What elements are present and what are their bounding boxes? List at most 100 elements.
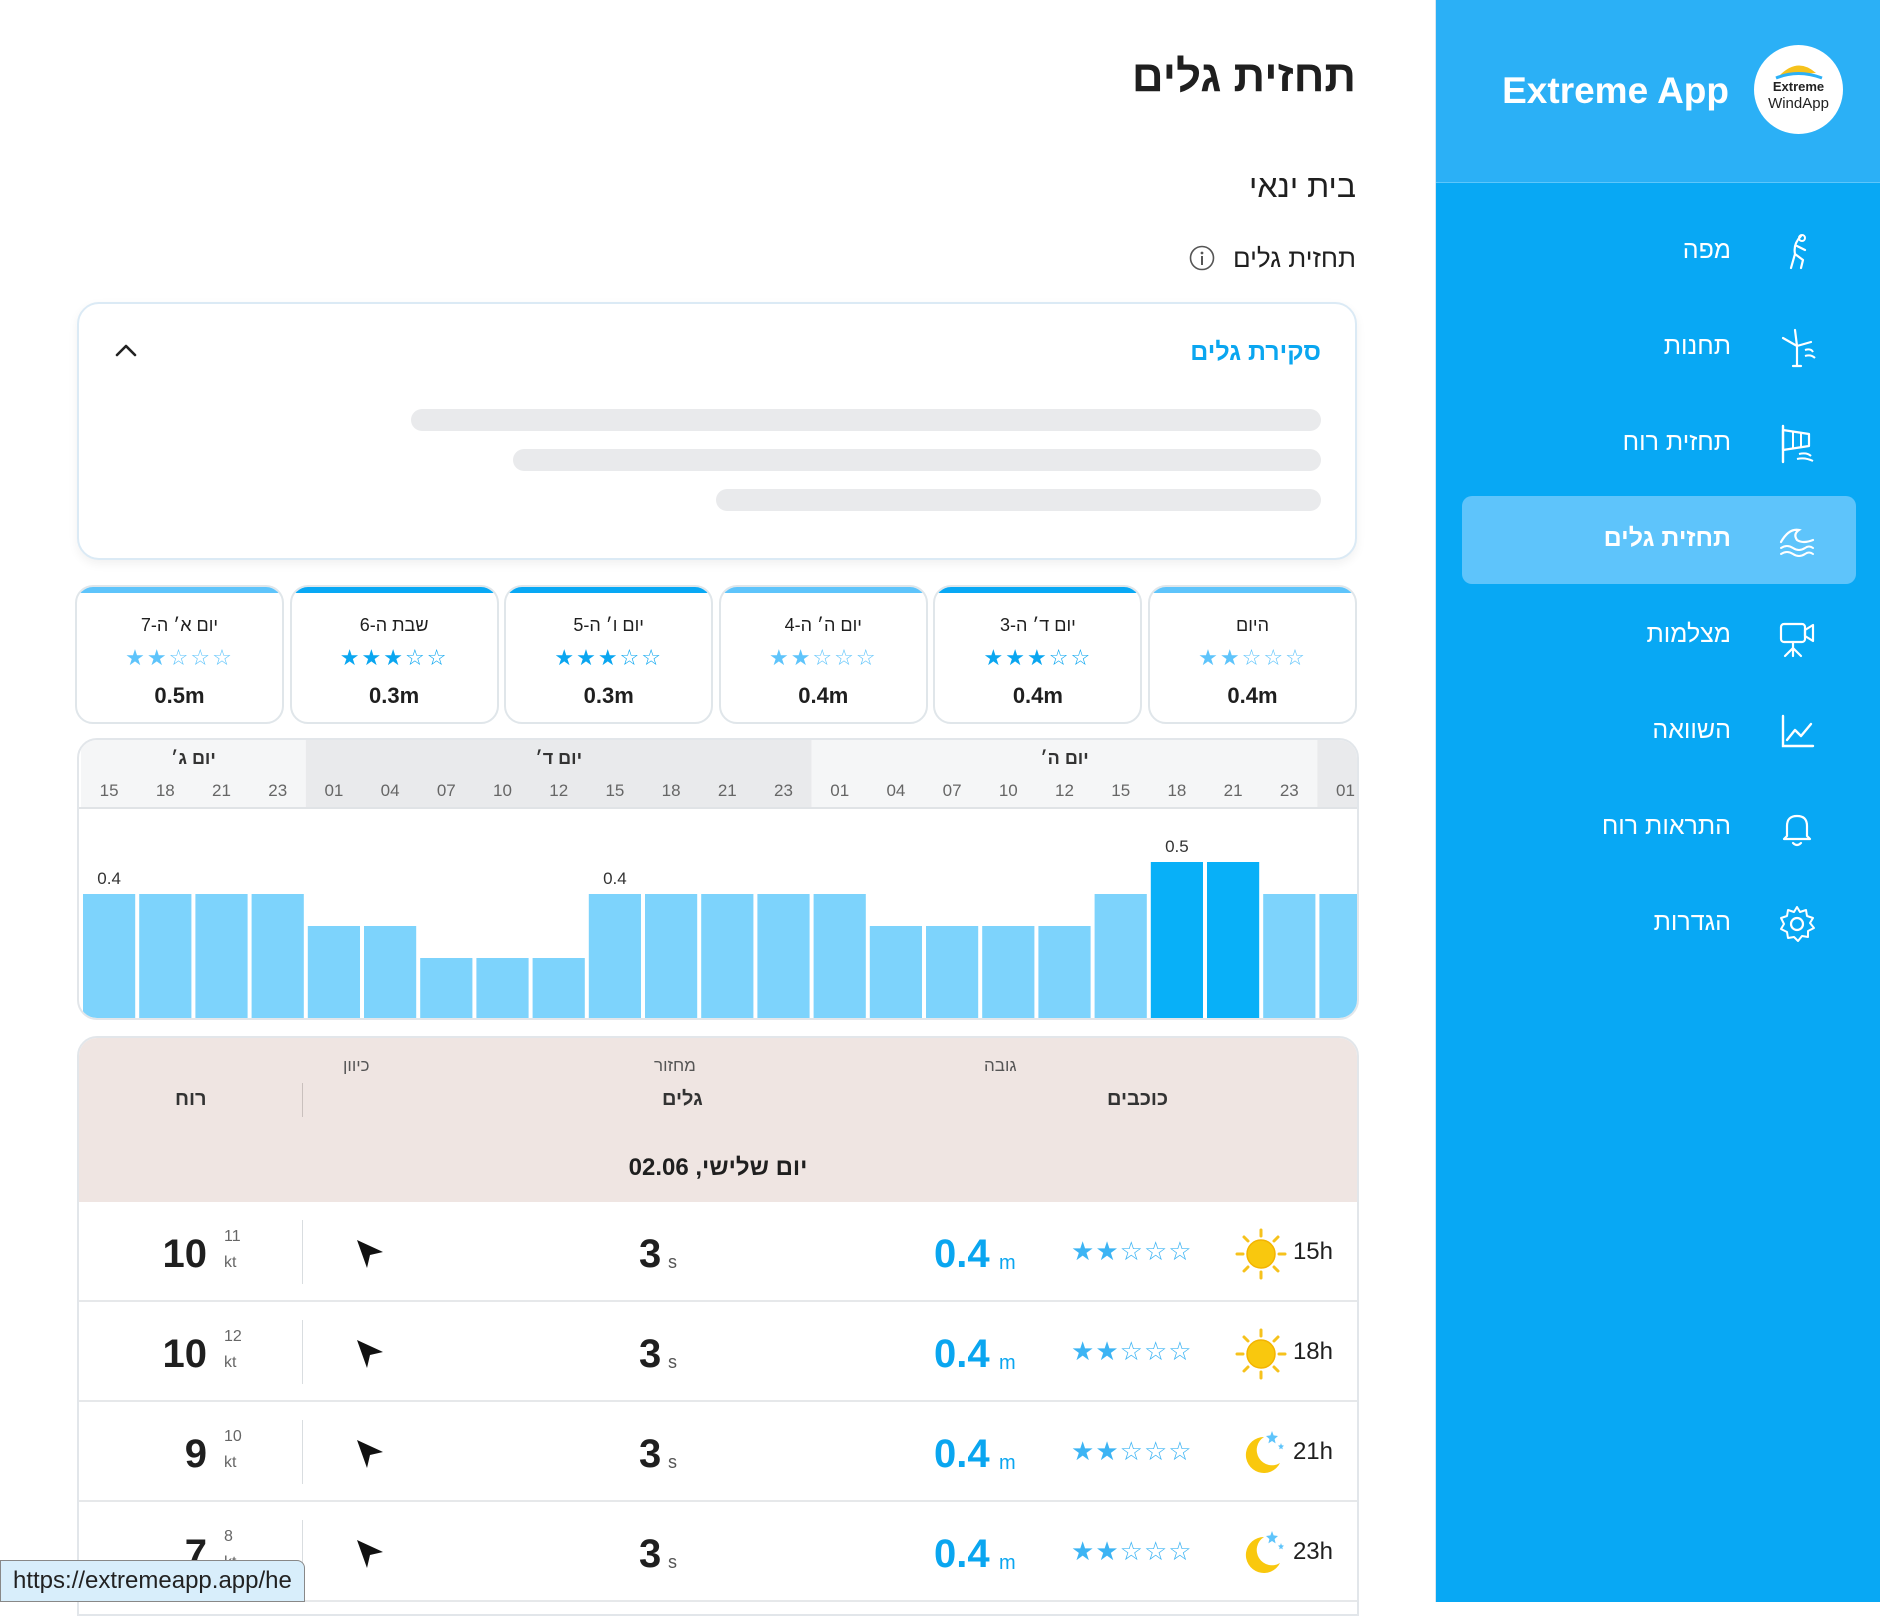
hour-tick-label: 04 — [886, 781, 905, 800]
star-icon: ★ — [576, 645, 598, 670]
wave-period: 3 — [639, 1232, 662, 1276]
star-icon: ☆ — [404, 645, 427, 670]
day-card[interactable]: יום ו׳ ה-5 ★★★☆☆ 0.3m — [504, 585, 714, 724]
day-card-name: יום ה׳ ה-4 — [784, 615, 862, 635]
day-card-stars: ★★☆☆☆ — [77, 645, 282, 671]
group-waves-label: גלים — [662, 1088, 703, 1110]
sidebar-item-0[interactable]: מפה — [1462, 208, 1856, 296]
wave-bar[interactable] — [645, 894, 698, 1020]
hour-tick-label: 10 — [493, 781, 512, 800]
wave-bar[interactable] — [1094, 894, 1147, 1020]
wave-bar[interactable] — [813, 894, 866, 1020]
sidebar-item-1[interactable]: תחנות — [1462, 304, 1856, 392]
table-date: יום שלישי, 02.06 — [628, 1154, 808, 1181]
chevron-up-icon[interactable] — [113, 338, 139, 364]
wave-bar[interactable] — [532, 958, 585, 1020]
wave-overview-title[interactable]: סקירת גלים — [1190, 338, 1321, 366]
day-card-height: 0.5m — [154, 683, 205, 708]
wave-bar[interactable] — [139, 894, 192, 1020]
star-icon: ☆ — [619, 645, 642, 670]
wave-bar[interactable] — [926, 926, 979, 1020]
wave-bar[interactable] — [1263, 894, 1316, 1020]
wave-period: 3 — [639, 1332, 662, 1376]
sidebar-item-6[interactable]: התראות רוח — [1462, 784, 1856, 872]
wave-bar[interactable] — [307, 926, 360, 1020]
star-icon: ☆ — [855, 645, 878, 670]
table-row[interactable]: 15h ★★☆☆☆ 0.4 m 3 s 10 11 kt — [79, 1202, 1357, 1302]
wave-bar[interactable] — [195, 894, 248, 1020]
col-direction-label: כיוון — [343, 1056, 370, 1075]
hour-tick-label: 18 — [156, 781, 175, 800]
table-row[interactable]: 21h ★★☆☆☆ 0.4 m 3 s 9 10 kt — [79, 1402, 1357, 1502]
sidebar-item-label: תחזית גלים — [1603, 524, 1731, 552]
period-unit: s — [668, 1252, 677, 1272]
wind-gust: 10 — [224, 1428, 242, 1445]
wind-gust: 12 — [224, 1328, 242, 1345]
sidebar-item-5[interactable]: השוואה — [1462, 688, 1856, 776]
sun-icon — [1234, 1227, 1288, 1281]
star-icon: ☆ — [1168, 1236, 1193, 1266]
day-card[interactable]: שבת ה-6 ★★★☆☆ 0.3m — [289, 585, 499, 724]
sun-icon — [1234, 1327, 1288, 1381]
hour-tick-label: 23 — [1280, 781, 1299, 800]
row-hour: 23h — [1292, 1538, 1333, 1565]
day-card[interactable]: יום ה׳ ה-4 ★★☆☆☆ 0.4m — [718, 585, 928, 724]
star-icon: ★ — [383, 645, 405, 670]
wave-bar[interactable] — [982, 926, 1035, 1020]
col-period-label: מחזור — [654, 1056, 696, 1075]
wave-bar[interactable] — [1150, 862, 1203, 1020]
star-icon: ★ — [1027, 645, 1049, 670]
wave-bar[interactable] — [588, 894, 641, 1020]
sidebar-item-4[interactable]: מצלמות — [1462, 592, 1856, 680]
hour-tick-label: 21 — [718, 781, 737, 800]
hour-tick-label: 18 — [1167, 781, 1186, 800]
wave-bar[interactable] — [476, 958, 529, 1020]
star-icon: ☆ — [1168, 1436, 1193, 1466]
wave-bar[interactable] — [1319, 894, 1359, 1020]
star-icon: ☆ — [1143, 1536, 1169, 1566]
day-card[interactable]: היום ★★☆☆☆ 0.4m — [1148, 585, 1357, 724]
period-unit: s — [668, 1452, 677, 1472]
col-height-label: גובה — [984, 1056, 1017, 1075]
app-logo[interactable]: Extreme WindApp — [1754, 45, 1843, 134]
table-row[interactable]: 18h ★★☆☆☆ 0.4 m 3 s 10 12 kt — [79, 1302, 1357, 1402]
sidebar-item-2[interactable]: תחזית רוח — [1462, 400, 1856, 488]
day-card-stars: ★★★☆☆ — [506, 645, 711, 671]
star-icon: ☆ — [1048, 645, 1071, 670]
hour-tick-label: 18 — [662, 781, 681, 800]
wave-bar[interactable] — [364, 926, 417, 1020]
hour-tick-label: 21 — [1224, 781, 1243, 800]
wave-bar[interactable] — [1207, 862, 1260, 1020]
star-icon: ★ — [554, 645, 577, 670]
day-card[interactable]: יום ד׳ ה-3 ★★★☆☆ 0.4m — [933, 585, 1143, 724]
wave-bar[interactable] — [1038, 926, 1091, 1020]
day-card-name: יום ד׳ ה-3 — [999, 615, 1076, 635]
skeleton-line — [411, 409, 1321, 431]
sidebar-item-7[interactable]: הגדרות — [1462, 880, 1856, 968]
wave-bar[interactable] — [420, 958, 473, 1020]
sidebar-item-label: הגדרות — [1653, 908, 1731, 936]
wave-bar[interactable] — [251, 894, 304, 1020]
wave-bar[interactable] — [869, 926, 922, 1020]
day-card[interactable]: יום א׳ ה-7 ★★☆☆☆ 0.5m — [75, 585, 284, 724]
wave-icon — [1775, 518, 1819, 562]
hour-tick-label: 07 — [943, 781, 962, 800]
wave-bar[interactable] — [757, 894, 810, 1020]
day-card-name: שבת ה-6 — [359, 615, 429, 635]
wind-speed: 9 — [184, 1432, 207, 1476]
chart-icon — [1775, 710, 1819, 754]
star-icon: ★ — [1095, 1236, 1120, 1266]
wave-bar[interactable] — [701, 894, 754, 1020]
status-url: https://extremeapp.app/he — [0, 1560, 305, 1602]
day-card-stars: ★★☆☆☆ — [1150, 645, 1355, 671]
sidebar-item-3[interactable]: תחזית גלים — [1462, 496, 1856, 584]
star-icon: ★ — [790, 645, 813, 670]
hour-tick-label: 15 — [605, 781, 624, 800]
hour-tick-label: 15 — [100, 781, 119, 800]
day-card-height: 0.4m — [1012, 683, 1063, 708]
info-icon[interactable] — [1189, 245, 1215, 271]
app-title[interactable]: Extreme App — [1502, 70, 1729, 111]
wave-bar[interactable] — [83, 894, 136, 1020]
row-stars: ★★☆☆☆ — [1071, 1436, 1193, 1467]
spot-name: בית ינאי — [1249, 168, 1356, 204]
